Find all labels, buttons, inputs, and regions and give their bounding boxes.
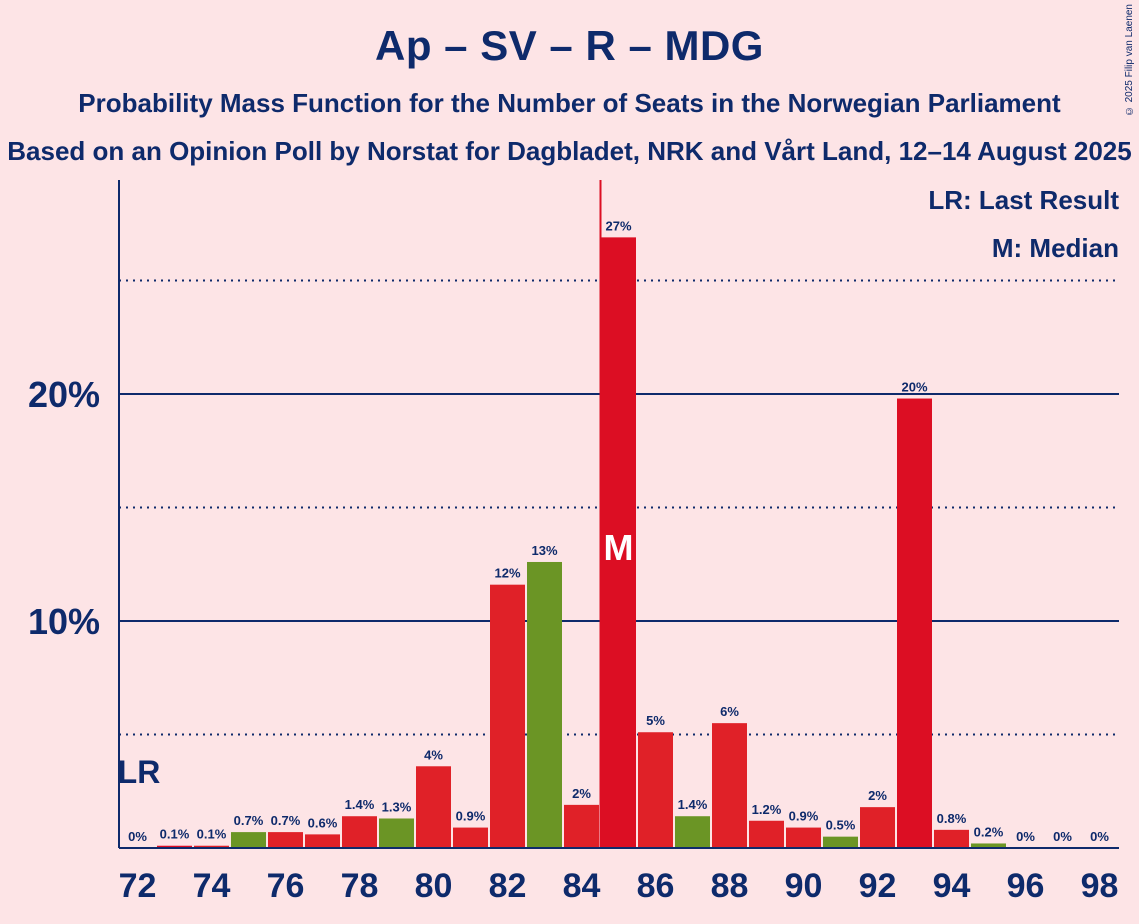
bar-value-label: 0.8% <box>937 811 967 826</box>
x-tick-label: 74 <box>193 867 231 905</box>
x-tick-label: 76 <box>267 867 305 905</box>
bar-seat-81 <box>453 827 488 848</box>
bar-value-label: 1.4% <box>345 797 375 812</box>
x-tick-label: 86 <box>637 867 675 905</box>
bar-value-label: 0% <box>1053 829 1072 844</box>
bar-seat-83 <box>527 561 562 848</box>
bar-seat-95 <box>971 843 1006 848</box>
x-tick-label: 84 <box>563 867 601 905</box>
x-tick-label: 98 <box>1081 867 1119 905</box>
bar-seat-77 <box>305 834 340 848</box>
bar-seat-92 <box>860 807 895 848</box>
bar-seat-80 <box>416 766 451 848</box>
bar-value-label: 0.1% <box>160 827 190 842</box>
median-marker: M <box>604 527 634 568</box>
bar-seat-86 <box>638 732 673 848</box>
bar-seat-84 <box>564 804 599 848</box>
chart-subtitle: Probability Mass Function for the Number… <box>78 88 1061 118</box>
bar-value-label: 27% <box>605 218 631 233</box>
bar-seat-82 <box>490 584 525 848</box>
x-tick-label: 94 <box>933 867 971 905</box>
bar-value-label: 20% <box>901 380 927 395</box>
bar-value-label: 0.9% <box>456 809 486 824</box>
x-tick-label: 82 <box>489 867 527 905</box>
x-tick-label: 92 <box>859 867 897 905</box>
bar-seat-73 <box>157 845 192 848</box>
bar-value-label: 1.2% <box>752 802 782 817</box>
bar-value-label: 2% <box>868 788 887 803</box>
bar-value-label: 0.6% <box>308 815 338 830</box>
bar-seat-93 <box>897 398 932 848</box>
bar-seat-75 <box>231 832 266 848</box>
bar-value-label: 2% <box>572 786 591 801</box>
x-tick-label: 78 <box>341 867 379 905</box>
bar-value-label: 0.5% <box>826 818 856 833</box>
x-tick-label: 90 <box>785 867 823 905</box>
legend-median: M: Median <box>991 233 1119 263</box>
bar-seat-94 <box>934 829 969 848</box>
bar-value-label: 0.7% <box>271 813 301 828</box>
bar-value-label: 6% <box>720 704 739 719</box>
bar-value-label: 1.4% <box>678 797 708 812</box>
y-tick-label: 20% <box>28 374 100 415</box>
chart-source-line: Based on an Opinion Poll by Norstat for … <box>7 136 1132 166</box>
bar-value-label: 0.9% <box>789 809 819 824</box>
bar-seat-87 <box>675 816 710 848</box>
bar-value-label: 13% <box>531 543 557 558</box>
bar-seat-74 <box>194 845 229 848</box>
bar-seat-78 <box>342 816 377 848</box>
bar-seat-90 <box>786 827 821 848</box>
bar-seat-88 <box>712 723 747 848</box>
bar-value-label: 0.2% <box>974 824 1004 839</box>
bar-value-label: 4% <box>424 747 443 762</box>
last-result-marker: LR <box>118 754 161 790</box>
chart-title: Ap – SV – R – MDG <box>375 22 764 69</box>
bar-seat-91 <box>823 836 858 848</box>
bar-seat-89 <box>749 820 784 848</box>
legend-last-result: LR: Last Result <box>928 185 1119 215</box>
x-tick-label: 96 <box>1007 867 1045 905</box>
bar-seat-76 <box>268 832 303 848</box>
bar-value-label: 1.3% <box>382 799 412 814</box>
bar-value-label: 12% <box>494 566 520 581</box>
bar-value-label: 0% <box>128 829 147 844</box>
x-tick-label: 72 <box>119 867 157 905</box>
bar-value-label: 0% <box>1016 829 1035 844</box>
y-tick-label: 10% <box>28 601 100 642</box>
bar-value-label: 5% <box>646 713 665 728</box>
bar-seat-79 <box>379 818 414 848</box>
bar-value-label: 0.1% <box>197 827 227 842</box>
bar-value-label: 0.7% <box>234 813 264 828</box>
bar-seat-85 <box>601 237 636 848</box>
x-tick-label: 88 <box>711 867 749 905</box>
bar-value-label: 0% <box>1090 829 1109 844</box>
x-tick-label: 80 <box>415 867 453 905</box>
